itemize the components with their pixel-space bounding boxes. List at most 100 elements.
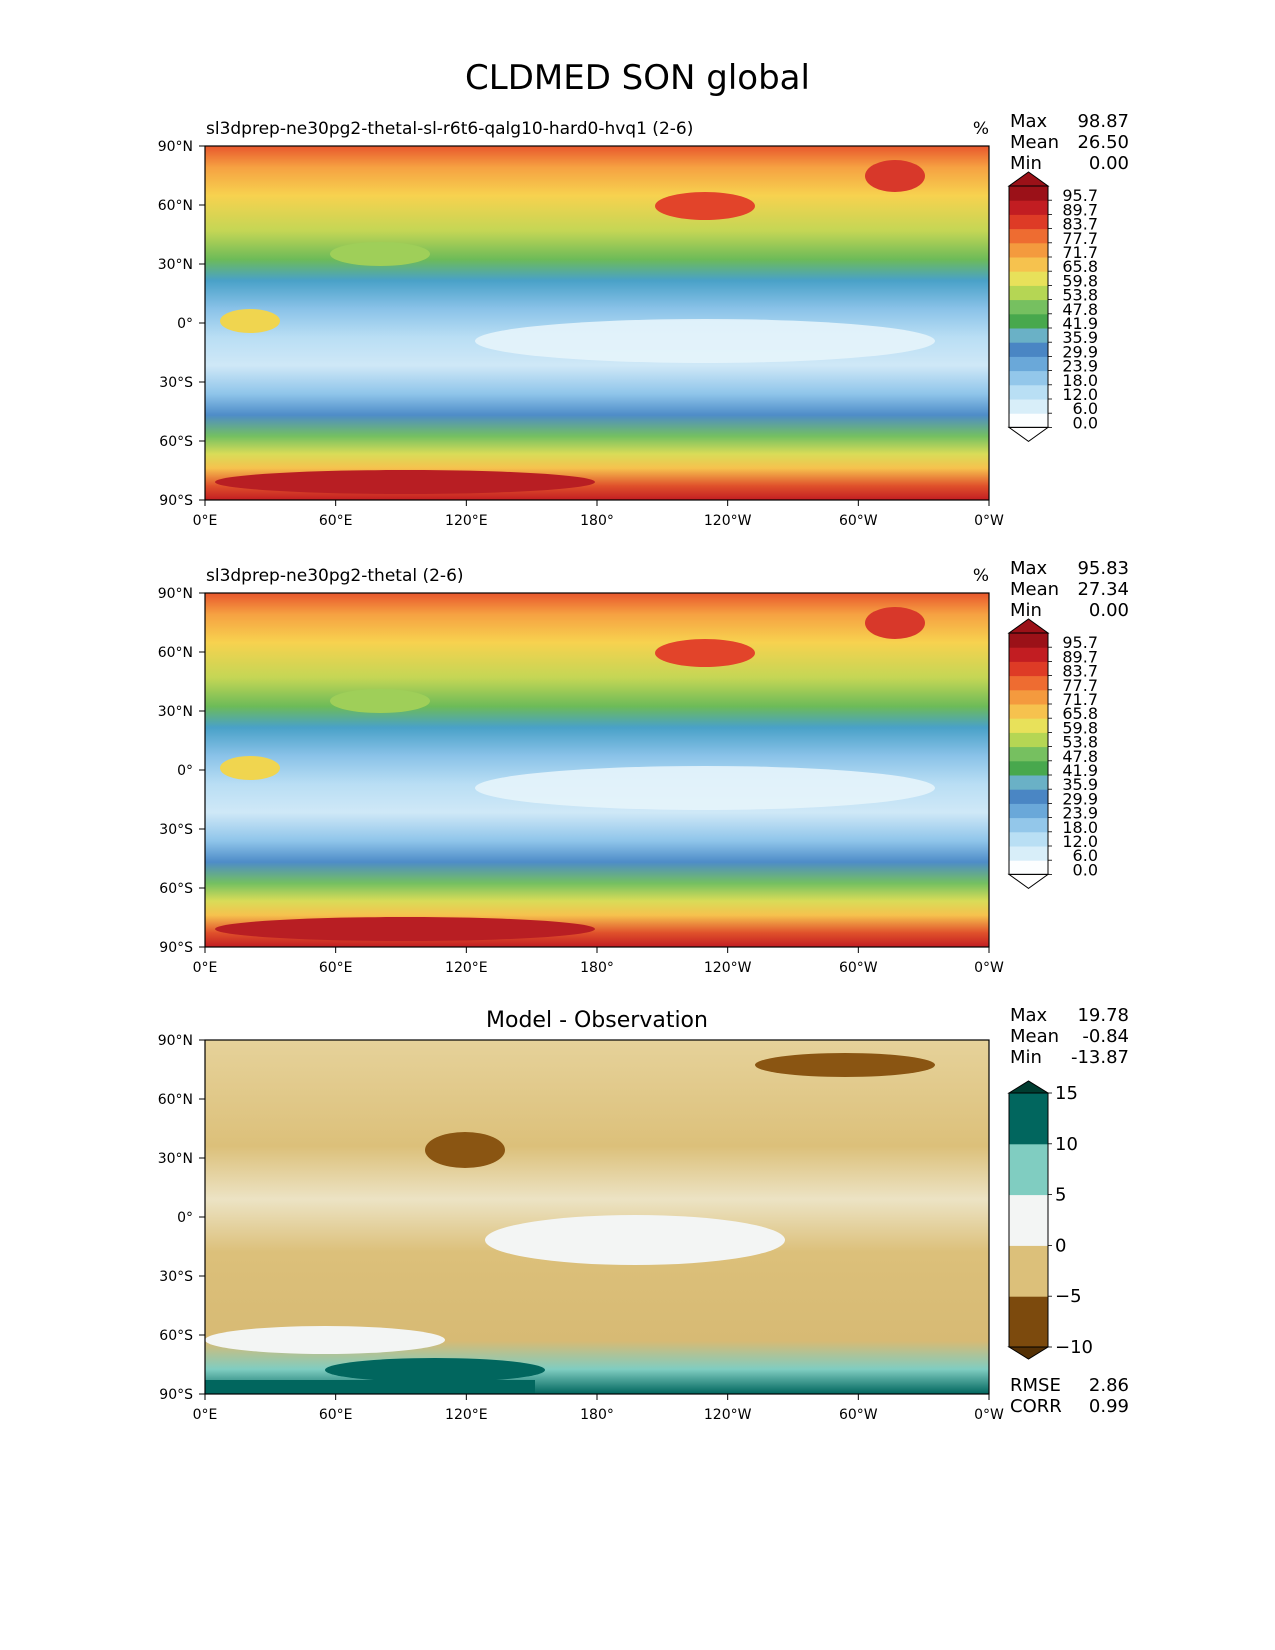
colorbar-segment [1009, 186, 1048, 201]
colorbar-extend-max [1007, 1080, 1050, 1094]
stat-value: -0.84 [1082, 1026, 1129, 1047]
stat-value: 0.00 [1089, 153, 1129, 174]
lon-tick-label: 180° [580, 960, 614, 976]
colorbar-segment [1009, 271, 1048, 286]
colorbar-label: 29.9 [1062, 342, 1098, 361]
colorbar-label: 71.7 [1062, 690, 1098, 709]
colorbar-segment [1009, 228, 1048, 244]
map-blob-antarctic-pos [325, 1358, 545, 1382]
map-blob-greenland [865, 607, 925, 639]
colorbar-segment [1009, 342, 1048, 357]
colorbar-frame [1008, 185, 1049, 428]
map-blob-asia-neg [425, 1132, 505, 1168]
map-blob-pacific-neutral [485, 1215, 785, 1265]
colorbar-segment [1009, 704, 1048, 719]
colorbar-label: 5 [1055, 1185, 1066, 1206]
lat-tick-label: 90°N [158, 586, 193, 602]
colorbar-extend-min [1007, 426, 1050, 443]
colorbar-label: 77.7 [1062, 229, 1098, 248]
lon-tick-label: 0°E [193, 513, 218, 529]
colorbar-label: 23.9 [1062, 357, 1098, 376]
colorbar-label: 35.9 [1062, 328, 1098, 347]
colorbar-frame [1008, 632, 1049, 875]
figure-title: CLDMED SON global [465, 58, 810, 98]
colorbar: 95.789.783.777.771.765.859.853.847.841.9… [1007, 618, 1098, 890]
lat-tick-label: 60°S [159, 434, 193, 450]
map-blob-arctic-neg [755, 1053, 935, 1077]
stat-label: Min [1010, 600, 1042, 621]
colorbar-segment [1009, 1245, 1048, 1297]
lat-tick-label: 0° [177, 1210, 193, 1226]
lat-tick-label: 90°N [158, 1033, 193, 1049]
lat-tick-label: 60°S [159, 1328, 193, 1344]
colorbar-label: 71.7 [1062, 243, 1098, 262]
map-blob-antarctic [215, 917, 595, 941]
lat-tick-label: 30°S [159, 1269, 193, 1285]
panel-diff: Model - Observation 90°N 60°N 30°N 0° 30°S 60°… [158, 1005, 1129, 1423]
colorbar-segment [1009, 661, 1048, 677]
map-blob-clear-pacific [475, 766, 935, 810]
colorbar-segment [1009, 313, 1048, 329]
colorbar-segment [1009, 413, 1048, 428]
colorbar-extend-max [1007, 618, 1050, 634]
colorbar-label: 41.9 [1062, 761, 1098, 780]
colorbar-segment [1009, 257, 1048, 272]
lon-tick-label: 0°E [193, 1407, 218, 1423]
lon-tick-label: 180° [580, 1407, 614, 1423]
colorbar-label: 89.7 [1062, 647, 1098, 666]
lon-tick-label: 120°W [704, 1407, 752, 1423]
colorbar-segment [1009, 399, 1048, 414]
lat-tick-label: 30°N [158, 1151, 193, 1167]
colorbar-segment [1009, 817, 1048, 833]
panel-title: sl3dprep-ne30pg2-thetal (2-6) [206, 566, 464, 586]
colorbar-segment [1009, 242, 1048, 258]
lat-tick-label: 60°N [158, 198, 193, 214]
lon-tick-label: 0°W [974, 1407, 1004, 1423]
panel-obs: sl3dprep-ne30pg2-thetal (2-6) % 90°N 60°N 30… [158, 558, 1129, 976]
map-blob-africa [220, 309, 280, 333]
lat-tick-label: 30°N [158, 704, 193, 720]
stat-label: Max [1010, 111, 1048, 132]
lon-tick-label: 60°W [839, 513, 878, 529]
colorbar-segment [1009, 760, 1048, 776]
map-blob-antarctic-band [205, 1380, 535, 1394]
colorbar-segment [1009, 384, 1048, 400]
panel-title: sl3dprep-ne30pg2-thetal-sl-r6t6-qalg10-h… [206, 119, 693, 139]
colorbar-label: 83.7 [1062, 662, 1098, 681]
colorbar-extend-max [1007, 171, 1050, 187]
colorbar: 15 10 5 0 −5 −10 [1007, 1080, 1093, 1360]
map-blob-africa [220, 756, 280, 780]
map-blob-clear-pacific [475, 319, 935, 363]
map-blob-alaska [655, 639, 755, 667]
lat-tick-label: 60°N [158, 1092, 193, 1108]
colorbar-segment [1009, 831, 1048, 847]
stat-label: Min [1010, 1047, 1042, 1068]
lon-tick-label: 120°W [704, 513, 752, 529]
colorbar-extend-min [1007, 873, 1050, 890]
colorbar-label: 41.9 [1062, 314, 1098, 333]
lon-tick-label: 120°E [445, 960, 488, 976]
stat-value: 26.50 [1077, 132, 1129, 153]
colorbar-label: 95.7 [1062, 186, 1098, 205]
colorbar-label: 0.0 [1073, 413, 1098, 432]
lat-tick-label: 60°N [158, 645, 193, 661]
stat-label: CORR [1010, 1396, 1062, 1417]
lon-tick-label: 120°E [445, 1407, 488, 1423]
lat-tick-label: 30°S [159, 822, 193, 838]
colorbar-label: 47.8 [1062, 747, 1098, 766]
colorbar-label: 6.0 [1073, 399, 1098, 418]
colorbar-label: 18.0 [1062, 818, 1098, 837]
colorbar-label: 35.9 [1062, 775, 1098, 794]
lat-tick-label: 0° [177, 763, 193, 779]
map-blob-south-neutral [205, 1326, 445, 1354]
lon-tick-label: 0°E [193, 960, 218, 976]
lon-tick-label: 60°E [319, 960, 353, 976]
stat-label: Max [1010, 1005, 1048, 1026]
colorbar-segment [1009, 689, 1048, 705]
colorbar-label: 23.9 [1062, 804, 1098, 823]
colorbar-label: 59.8 [1062, 271, 1098, 290]
panel-model: sl3dprep-ne30pg2-thetal-sl-r6t6-qalg10-h… [158, 111, 1129, 529]
lat-tick-label: 90°S [159, 493, 193, 509]
colorbar-label: 0 [1055, 1235, 1066, 1256]
